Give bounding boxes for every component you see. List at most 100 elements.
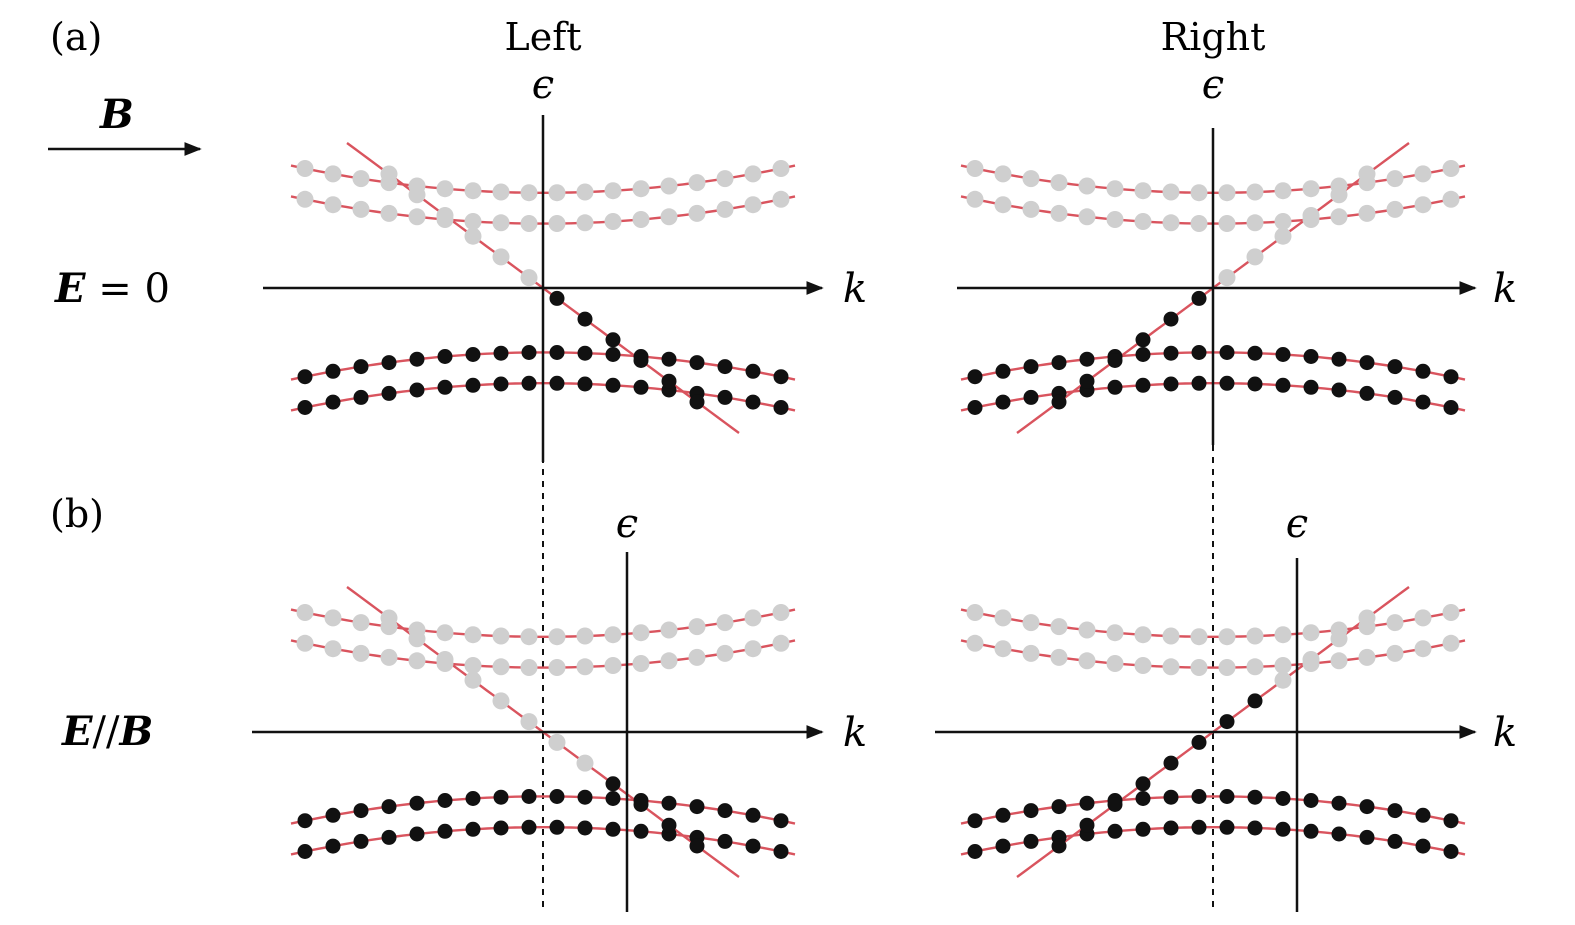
occupied-state-dot bbox=[1219, 375, 1235, 391]
empty-state-dot bbox=[1050, 648, 1068, 666]
empty-state-dot bbox=[688, 174, 706, 192]
empty-state-dot bbox=[660, 208, 678, 226]
empty-state-dot bbox=[1218, 184, 1236, 202]
k-axis-label: k bbox=[1493, 266, 1517, 312]
occupied-state-dot bbox=[381, 829, 397, 845]
empty-state-dot bbox=[660, 652, 678, 670]
occupied-state-dot bbox=[1107, 353, 1123, 368]
occupied-state-dot bbox=[1023, 803, 1039, 819]
occupied-state-dot bbox=[1079, 373, 1095, 389]
occupied-state-dot bbox=[1191, 375, 1207, 391]
empty-state-dot bbox=[688, 204, 706, 222]
empty-state-dot bbox=[1442, 634, 1460, 652]
empty-state-dot bbox=[464, 213, 482, 230]
occupied-state-dot bbox=[1331, 795, 1347, 811]
occupied-state-dot bbox=[717, 389, 733, 405]
occupied-state-dot bbox=[967, 369, 983, 385]
occupied-state-dot bbox=[1191, 345, 1207, 360]
empty-state-dot bbox=[632, 655, 650, 672]
occupied-state-dot bbox=[717, 803, 733, 819]
occupied-state-dot bbox=[633, 353, 649, 368]
empty-state-dot bbox=[772, 604, 790, 621]
occupied-state-dot bbox=[521, 819, 537, 835]
occupied-state-dot bbox=[437, 823, 453, 839]
k-axis-label: k bbox=[843, 266, 867, 312]
empty-state-dot bbox=[492, 214, 510, 232]
occupied-state-dot bbox=[661, 373, 677, 389]
empty-state-dot bbox=[660, 177, 678, 195]
empty-state-dot bbox=[436, 624, 454, 642]
occupied-state-dot bbox=[1443, 400, 1459, 415]
occupied-state-dot bbox=[661, 351, 677, 367]
empty-state-dot bbox=[576, 627, 594, 645]
empty-state-dot bbox=[1358, 165, 1376, 183]
k-axis-label: k bbox=[1493, 710, 1517, 756]
occupied-state-dot bbox=[633, 379, 649, 395]
occupied-state-dot bbox=[1219, 345, 1235, 360]
occupied-state-dot bbox=[967, 400, 983, 415]
occupied-state-dot bbox=[325, 838, 341, 854]
occupied-state-dot bbox=[577, 820, 593, 836]
occupied-state-dot bbox=[605, 377, 621, 393]
empty-state-dot bbox=[994, 640, 1012, 658]
occupied-state-dot bbox=[1135, 377, 1151, 393]
empty-state-dot bbox=[408, 630, 426, 648]
occupied-state-dot bbox=[1387, 833, 1403, 849]
occupied-state-dot bbox=[1051, 394, 1067, 410]
occupied-state-dot bbox=[745, 838, 761, 854]
row-a-condition-label: E = 0 bbox=[54, 265, 170, 312]
empty-state-dot bbox=[994, 609, 1012, 627]
empty-state-dot bbox=[1190, 215, 1208, 232]
occupied-state-dot bbox=[1415, 807, 1431, 823]
occupied-state-dot bbox=[717, 833, 733, 849]
occupied-state-dot bbox=[1163, 789, 1179, 805]
empty-state-dot bbox=[1134, 213, 1152, 230]
empty-state-dot bbox=[1330, 208, 1348, 226]
occupied-state-dot bbox=[409, 826, 425, 842]
occupied-state-dot bbox=[773, 844, 789, 859]
empty-state-dot bbox=[464, 227, 482, 245]
empty-state-dot bbox=[772, 190, 790, 208]
occupied-state-dot bbox=[409, 382, 425, 398]
empty-state-dot bbox=[1078, 621, 1096, 639]
panel-b-right: ϵk bbox=[935, 501, 1517, 912]
empty-state-dot bbox=[1162, 627, 1180, 645]
left-column-header: Left bbox=[504, 15, 581, 59]
empty-state-dot bbox=[492, 692, 510, 710]
empty-state-dot bbox=[1330, 652, 1348, 670]
occupied-state-dot bbox=[1415, 838, 1431, 854]
occupied-state-dot bbox=[1191, 789, 1207, 804]
occupied-state-dot bbox=[1219, 789, 1235, 804]
occupied-state-dot bbox=[353, 833, 369, 849]
occupied-state-dot bbox=[577, 345, 593, 361]
empty-state-dot bbox=[1386, 170, 1404, 188]
occupied-state-dot bbox=[1387, 389, 1403, 405]
empty-state-dot bbox=[1442, 604, 1460, 621]
occupied-state-dot bbox=[1247, 376, 1263, 392]
empty-state-dot bbox=[492, 627, 510, 645]
empty-state-dot bbox=[1274, 626, 1292, 644]
empty-state-dot bbox=[352, 200, 370, 218]
occupied-state-dot bbox=[1303, 379, 1319, 395]
occupied-state-dot bbox=[577, 376, 593, 392]
empty-state-dot bbox=[966, 604, 984, 621]
empty-state-dot bbox=[520, 628, 538, 646]
empty-state-dot bbox=[408, 186, 426, 204]
occupied-state-dot bbox=[1331, 826, 1347, 842]
empty-state-dot bbox=[520, 184, 538, 202]
empty-state-dot bbox=[576, 183, 594, 201]
occupied-state-dot bbox=[1051, 355, 1067, 371]
occupied-state-dot bbox=[1219, 819, 1235, 835]
empty-state-dot bbox=[1162, 183, 1180, 201]
occupied-state-dot bbox=[1359, 355, 1375, 371]
empty-state-dot bbox=[1330, 630, 1348, 648]
occupied-state-dot bbox=[521, 375, 537, 391]
empty-state-dot bbox=[1162, 214, 1180, 232]
empty-state-dot bbox=[1134, 657, 1152, 674]
occupied-state-dot bbox=[1191, 734, 1207, 750]
empty-state-dot bbox=[1274, 182, 1292, 200]
empty-state-dot bbox=[576, 754, 594, 772]
empty-state-dot bbox=[1442, 160, 1460, 177]
empty-state-dot bbox=[296, 634, 314, 652]
empty-state-dot bbox=[744, 165, 762, 183]
